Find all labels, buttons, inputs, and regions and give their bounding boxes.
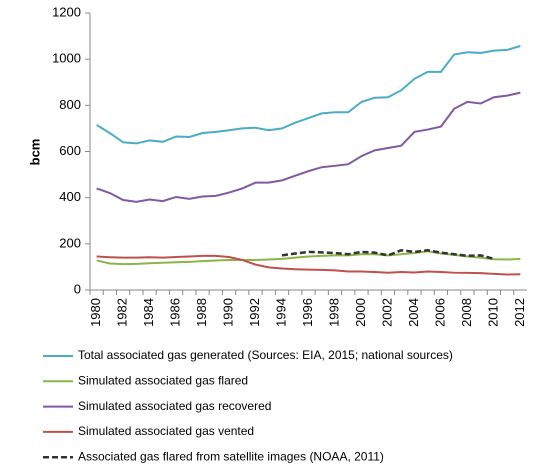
legend-label: Total associated gas generated (Sources:… xyxy=(78,348,453,362)
y-tick-label: 800 xyxy=(59,97,81,112)
legend-label: Simulated associated gas flared xyxy=(78,373,248,387)
legend-label: Simulated associated gas recovered xyxy=(78,399,271,413)
x-tick-label: 1996 xyxy=(300,298,315,327)
legend-label: Associated gas flared from satellite ima… xyxy=(78,449,384,463)
line-series xyxy=(96,250,521,266)
x-tick-label: 2010 xyxy=(485,298,500,327)
x-tick-label: 1992 xyxy=(247,298,262,327)
y-tick-label: 200 xyxy=(59,235,81,250)
x-tick-label: 2000 xyxy=(353,298,368,327)
y-axis-label: bcm xyxy=(27,139,42,166)
y-tick-label: 0 xyxy=(74,281,81,296)
y-tick-label: 400 xyxy=(59,189,81,204)
line-series xyxy=(96,45,521,145)
x-tick-label: 1988 xyxy=(194,298,209,327)
x-tick-label: 2006 xyxy=(432,298,447,327)
x-tick-label: 1982 xyxy=(115,298,130,327)
x-tick-label: 1990 xyxy=(220,298,235,327)
legend-label: Simulated associated gas vented xyxy=(78,424,254,438)
x-tick-label: 1984 xyxy=(141,298,156,327)
line-series xyxy=(96,254,521,276)
x-tick-label: 1980 xyxy=(88,298,103,327)
x-tick-label: 1998 xyxy=(326,298,341,327)
y-tick-label: 1200 xyxy=(52,4,81,19)
x-tick-label: 2004 xyxy=(406,298,421,327)
x-tick-label: 2002 xyxy=(379,298,394,327)
y-tick-label: 1000 xyxy=(52,51,81,66)
x-tick-label: 2012 xyxy=(512,298,527,327)
y-tick-label: 600 xyxy=(59,143,81,158)
x-tick-label: 2008 xyxy=(459,298,474,327)
x-tick-label: 1986 xyxy=(168,298,183,327)
line-series xyxy=(96,91,521,203)
x-tick-label: 1994 xyxy=(273,298,288,327)
